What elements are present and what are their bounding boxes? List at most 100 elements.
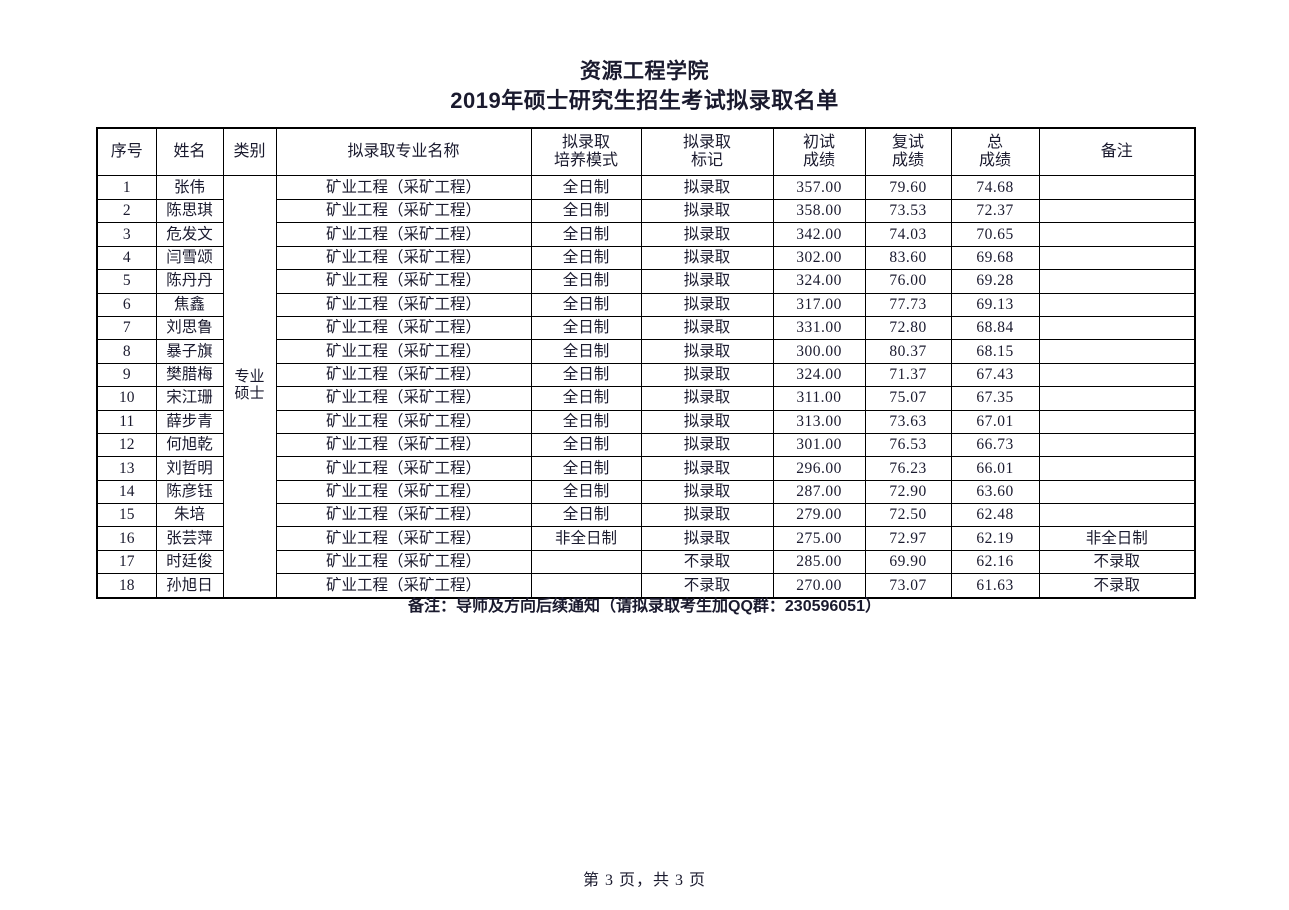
table-row: 5 陈丹丹 矿业工程（采矿工程） 全日制 拟录取 324.00 76.00 69.28 [96, 269, 1196, 294]
column-header-major: 拟录取专业名称 [275, 127, 532, 176]
cell-index: 1 [96, 175, 157, 200]
cell-index: 6 [96, 292, 157, 317]
header-line2: 成绩 [802, 152, 835, 169]
cell-major: 矿业工程（采矿工程） [275, 549, 532, 575]
cell-total-score: 70.65 [950, 222, 1040, 247]
cell-index: 14 [96, 479, 157, 505]
cell-first-exam-score: 285.00 [772, 549, 866, 575]
cell-second-exam-score: 72.80 [864, 315, 952, 341]
cell-name: 时廷俊 [155, 549, 224, 575]
header-line1: 姓名 [173, 142, 206, 160]
cell-name: 陈彦钰 [155, 479, 224, 505]
cell-total-score: 62.48 [950, 503, 1040, 528]
cell-first-exam-score: 324.00 [772, 362, 866, 388]
cell-study-mode [530, 549, 642, 575]
cell-index: 5 [96, 269, 157, 294]
cell-admission-mark: 拟录取 [640, 503, 774, 528]
cell-major: 矿业工程（采矿工程） [275, 362, 532, 388]
cell-remark: 不录取 [1038, 549, 1196, 575]
cell-remark: 非全日制 [1038, 526, 1196, 551]
cell-index: 13 [96, 456, 157, 481]
admission-roster-table: 序号 姓名 类别 拟录取专业名称 拟录取 培养模式 [96, 127, 1196, 599]
table-row: 6 焦鑫 矿业工程（采矿工程） 全日制 拟录取 317.00 77.73 69.13 [96, 292, 1196, 317]
cell-admission-mark: 拟录取 [640, 526, 774, 551]
cell-major: 矿业工程（采矿工程） [275, 315, 532, 341]
cell-second-exam-score: 72.97 [864, 526, 952, 551]
cell-category-merged: 专业 硕士 [222, 174, 277, 599]
cell-major: 矿业工程（采矿工程） [275, 503, 532, 528]
header-line1: 备注 [1100, 142, 1133, 160]
cell-index: 9 [96, 362, 157, 388]
cell-total-score: 69.28 [950, 269, 1040, 294]
cell-study-mode: 全日制 [530, 175, 642, 200]
cell-first-exam-score: 279.00 [772, 503, 866, 528]
cell-name: 朱培 [155, 503, 224, 528]
cell-index: 7 [96, 315, 157, 341]
cell-admission-mark: 拟录取 [640, 479, 774, 505]
cell-remark [1038, 245, 1196, 271]
cell-total-score: 68.84 [950, 315, 1040, 341]
cell-index: 2 [96, 198, 157, 224]
table-row: 14 陈彦钰 矿业工程（采矿工程） 全日制 拟录取 287.00 72.90 63.60 [96, 479, 1196, 505]
cell-admission-mark: 拟录取 [640, 409, 774, 434]
cell-admission-mark: 拟录取 [640, 198, 774, 224]
cell-name: 何旭乾 [155, 432, 224, 458]
table-header-row: 序号 姓名 类别 拟录取专业名称 拟录取 培养模式 [96, 127, 1196, 176]
cell-first-exam-score: 317.00 [772, 292, 866, 317]
column-header-second-exam-score: 复试 成绩 [864, 127, 952, 176]
table-body: 1 张伟 专业 硕士 矿业工程（采矿工程） 全日制 拟录取 357.00 79.60 74.68 2… [96, 174, 1196, 599]
cell-remark [1038, 432, 1196, 458]
cell-total-score: 63.60 [950, 479, 1040, 505]
cell-index: 15 [96, 503, 157, 528]
cell-study-mode: 全日制 [530, 198, 642, 224]
cell-name: 陈思琪 [155, 198, 224, 224]
page-title-college: 资源工程学院 [580, 60, 709, 83]
cell-second-exam-score: 76.23 [864, 456, 952, 481]
cell-admission-mark: 拟录取 [640, 386, 774, 411]
cell-total-score: 62.16 [950, 549, 1040, 575]
table-row: 15 朱培 矿业工程（采矿工程） 全日制 拟录取 279.00 72.50 62.48 [96, 503, 1196, 528]
cell-major: 矿业工程（采矿工程） [275, 386, 532, 411]
cell-remark [1038, 503, 1196, 528]
cell-name: 孙旭日 [155, 573, 224, 599]
cell-index: 16 [96, 526, 157, 551]
cell-name: 刘哲明 [155, 456, 224, 481]
cell-first-exam-score: 358.00 [772, 198, 866, 224]
cell-total-score: 69.68 [950, 245, 1040, 271]
cell-total-score: 66.01 [950, 456, 1040, 481]
cell-admission-mark: 拟录取 [640, 315, 774, 341]
column-header-study-mode: 拟录取 培养模式 [530, 127, 642, 176]
cell-name: 陈丹丹 [155, 269, 224, 294]
cell-study-mode: 非全日制 [530, 526, 642, 551]
cell-first-exam-score: 342.00 [772, 222, 866, 247]
cell-remark [1038, 292, 1196, 317]
cell-total-score: 68.15 [950, 339, 1040, 364]
cell-study-mode: 全日制 [530, 386, 642, 411]
cell-study-mode: 全日制 [530, 479, 642, 505]
header-line1: 拟录取专业名称 [347, 142, 460, 160]
cell-admission-mark: 拟录取 [640, 292, 774, 317]
cell-first-exam-score: 270.00 [772, 573, 866, 599]
cell-major: 矿业工程（采矿工程） [275, 456, 532, 481]
cell-study-mode: 全日制 [530, 222, 642, 247]
roster-table-container: 序号 姓名 类别 拟录取专业名称 拟录取 培养模式 [96, 127, 1196, 599]
cell-admission-mark: 拟录取 [640, 269, 774, 294]
cell-admission-mark: 拟录取 [640, 362, 774, 388]
cell-second-exam-score: 75.07 [864, 386, 952, 411]
cell-major: 矿业工程（采矿工程） [275, 432, 532, 458]
cell-total-score: 72.37 [950, 198, 1040, 224]
cell-index: 8 [96, 339, 157, 364]
cell-name: 刘思鲁 [155, 315, 224, 341]
cell-major: 矿业工程（采矿工程） [275, 573, 532, 599]
header-line2: 成绩 [891, 152, 924, 169]
cell-total-score: 61.63 [950, 573, 1040, 599]
cell-index: 12 [96, 432, 157, 458]
cell-name: 张芸萍 [155, 526, 224, 551]
table-row: 13 刘哲明 矿业工程（采矿工程） 全日制 拟录取 296.00 76.23 66.01 [96, 456, 1196, 481]
cell-study-mode: 全日制 [530, 315, 642, 341]
cell-second-exam-score: 74.03 [864, 222, 952, 247]
cell-remark [1038, 456, 1196, 481]
cell-name: 危发文 [155, 222, 224, 247]
cell-major: 矿业工程（采矿工程） [275, 339, 532, 364]
header-line1: 复试 [891, 133, 924, 151]
